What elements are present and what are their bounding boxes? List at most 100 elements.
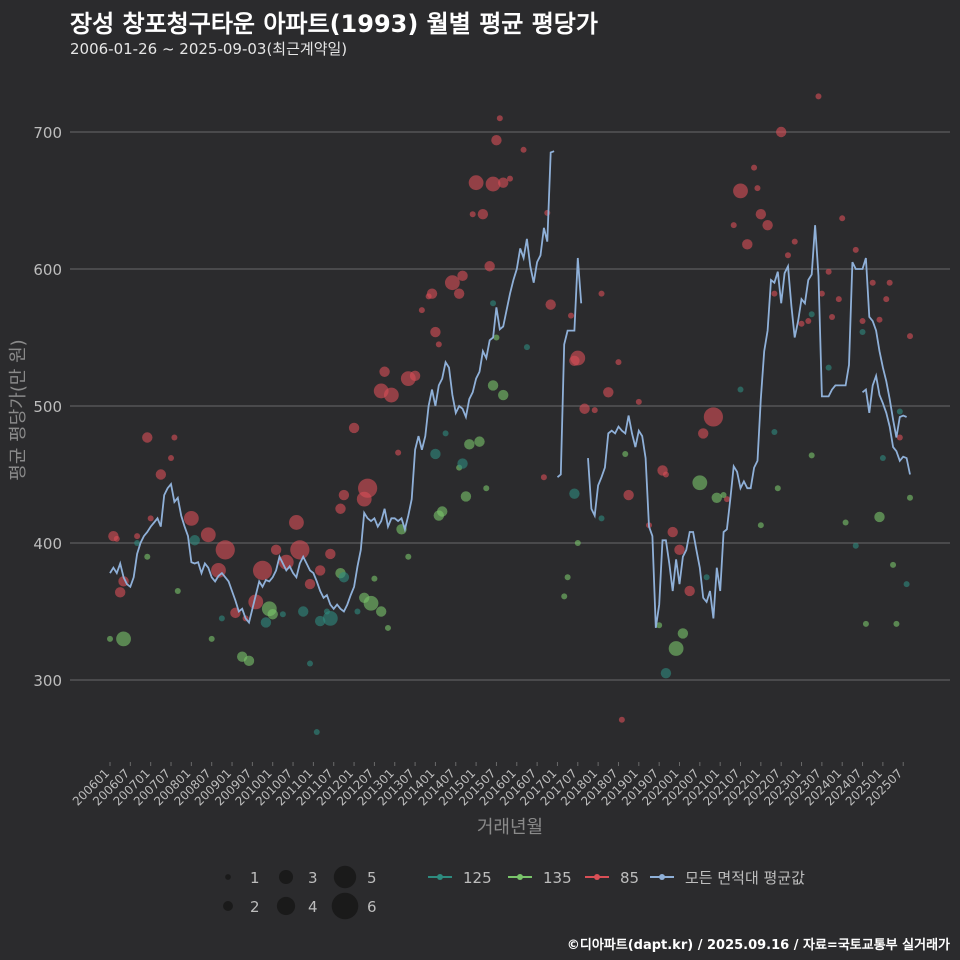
data-point-85 (426, 288, 438, 299)
data-point-85 (570, 350, 586, 366)
data-point-125 (859, 329, 866, 336)
data-point-125 (457, 458, 468, 469)
data-point-85 (579, 403, 590, 414)
legend-size-label: 3 (308, 869, 318, 887)
legend-marker (659, 874, 665, 880)
data-point-85 (395, 449, 402, 456)
data-point-85 (113, 535, 120, 542)
legend-label: 모든 면적대 평균값 (685, 869, 805, 887)
data-point-85 (835, 296, 842, 303)
data-point-125 (134, 540, 141, 546)
data-point-85 (289, 515, 304, 530)
data-point-125 (825, 364, 832, 371)
data-point-135 (561, 593, 568, 600)
data-point-125 (338, 572, 350, 583)
data-point-135 (384, 624, 391, 631)
data-point-135 (174, 587, 181, 594)
data-point-85 (730, 222, 737, 229)
data-point-85 (304, 578, 316, 590)
data-point-85 (171, 434, 178, 441)
data-point-125 (569, 488, 580, 499)
data-point-85 (825, 268, 832, 275)
data-point-85 (418, 307, 425, 314)
data-point-85 (484, 261, 495, 272)
data-point-85 (168, 455, 175, 462)
data-point-135 (890, 561, 897, 568)
data-point-85 (886, 279, 893, 286)
data-point-125 (442, 430, 449, 437)
data-point-85 (869, 279, 876, 286)
data-point-135 (493, 334, 500, 341)
data-point-135 (405, 553, 412, 560)
data-point-85 (485, 176, 501, 192)
data-point-125 (354, 608, 361, 615)
data-point-85 (603, 387, 614, 398)
data-point-85 (907, 333, 913, 340)
data-point-85 (469, 211, 476, 218)
data-point-85 (791, 238, 798, 245)
data-point-85 (896, 434, 903, 441)
data-point-85 (270, 544, 282, 556)
data-point-85 (544, 209, 551, 216)
data-point-85 (723, 496, 730, 503)
data-point-85 (248, 594, 264, 610)
legend-size-label: 4 (308, 898, 318, 916)
data-point-85 (453, 288, 465, 299)
data-point-135 (371, 575, 378, 582)
legend-size-dot (331, 892, 359, 920)
legend-label: 135 (543, 869, 572, 887)
data-point-85 (615, 359, 622, 366)
data-point-125 (314, 615, 326, 627)
data-point-85 (742, 239, 753, 250)
data-point-125 (808, 311, 815, 318)
legend-size-dot (333, 865, 357, 889)
legend-size-label: 2 (250, 898, 260, 916)
data-point-85 (883, 296, 890, 303)
data-point-135 (711, 492, 722, 503)
data-point-85 (155, 469, 167, 480)
data-point-85 (444, 275, 460, 291)
x-axis-label: 거래년월 (477, 817, 543, 838)
data-point-85 (762, 219, 773, 231)
data-point-125 (322, 610, 338, 626)
data-point-85 (684, 585, 695, 597)
data-point-85 (667, 526, 678, 538)
data-point-85 (314, 565, 326, 576)
data-point-85 (468, 175, 484, 191)
data-point-125 (307, 660, 313, 667)
data-point-135 (574, 540, 581, 546)
data-point-135 (363, 595, 379, 611)
data-point-135 (874, 511, 885, 523)
data-point-85 (215, 540, 235, 560)
data-point-125 (260, 617, 272, 628)
data-point-85 (290, 540, 310, 560)
data-point-85 (771, 290, 778, 297)
data-point-85 (278, 554, 294, 570)
average-line (109, 150, 555, 625)
data-point-85 (818, 290, 825, 297)
data-point-85 (754, 185, 761, 192)
data-point-85 (409, 370, 421, 382)
y-axis-label: 평균 평당가(만 원) (8, 339, 29, 480)
data-point-125 (903, 581, 910, 588)
data-point-135 (677, 628, 689, 639)
y-tick-label: 300 (33, 672, 62, 690)
data-point-85 (183, 510, 199, 526)
y-tick-label: 500 (33, 398, 62, 416)
data-point-85 (798, 320, 805, 327)
data-point-85 (540, 474, 547, 481)
data-point-135 (460, 491, 472, 502)
data-point-135 (656, 622, 663, 629)
data-point-85 (430, 326, 441, 338)
data-point-135 (842, 519, 849, 526)
data-point-85 (674, 544, 685, 556)
chart-subtitle: 2006-01-26 ~ 2025-09-03(최근계약일) (70, 40, 348, 58)
data-point-85 (496, 115, 503, 122)
data-point-135 (116, 631, 131, 647)
data-point-85 (568, 312, 575, 319)
data-point-85 (498, 177, 509, 188)
data-point-85 (348, 422, 360, 434)
data-point-85 (335, 503, 346, 514)
